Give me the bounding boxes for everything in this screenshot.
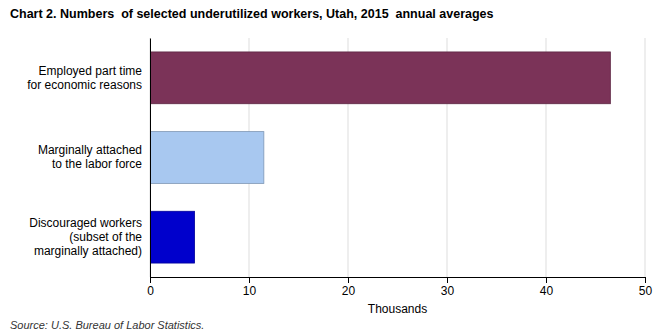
plot: 0 10 20 30 40 50 Thousands Discouraged workers(… <box>27 38 652 316</box>
x-tick-label: 10 <box>243 284 257 298</box>
x-tick: 30 <box>441 277 455 298</box>
x-axis-line <box>151 278 646 284</box>
y-tick-label: Employed part timefor economic reasons <box>27 64 142 92</box>
grid <box>150 38 645 277</box>
x-tick: 0 <box>147 277 154 298</box>
bar <box>150 211 195 263</box>
bar <box>150 132 264 184</box>
title: Chart 2. Numbers of selected underutiliz… <box>10 7 494 21</box>
x-tick: 40 <box>540 277 554 298</box>
x-tick-mark <box>645 277 646 283</box>
y-axis-line <box>150 39 151 278</box>
x-tick: 20 <box>342 277 356 298</box>
x-tick: 10 <box>243 277 257 298</box>
y-tick: Employed part timefor economic reasons <box>27 64 142 92</box>
x-tick-label: 40 <box>540 284 554 298</box>
x-axis-label: Thousands <box>368 302 427 316</box>
y-tick-label: Discouraged workers(subset of themargina… <box>29 216 142 258</box>
chart: Chart 2. Numbers of selected underutiliz… <box>0 0 670 335</box>
x-tick-label: 50 <box>639 284 653 298</box>
x-tick-mark <box>150 277 151 283</box>
x-tick-mark <box>447 277 448 283</box>
x-tick: 50 <box>639 277 653 298</box>
x-axis: 0 10 20 30 40 50 <box>147 277 652 298</box>
y-tick: Marginally attachedto the labor force <box>38 143 142 171</box>
x-tick-mark <box>249 277 250 283</box>
bars <box>150 52 610 263</box>
bar <box>150 52 610 104</box>
x-tick-label: 20 <box>342 284 356 298</box>
grid-line <box>150 38 151 277</box>
x-tick-label: 0 <box>147 284 154 298</box>
source: Source: U.S. Bureau of Labor Statistics. <box>10 319 204 331</box>
x-tick-mark <box>348 277 349 283</box>
y-tick: Discouraged workers(subset of themargina… <box>29 216 142 258</box>
y-tick-label: Marginally attachedto the labor force <box>38 143 142 171</box>
y-axis: Discouraged workers(subset of themargina… <box>27 39 150 278</box>
grid-line <box>645 38 646 277</box>
x-tick-mark <box>546 277 547 283</box>
x-tick-label: 30 <box>441 284 455 298</box>
